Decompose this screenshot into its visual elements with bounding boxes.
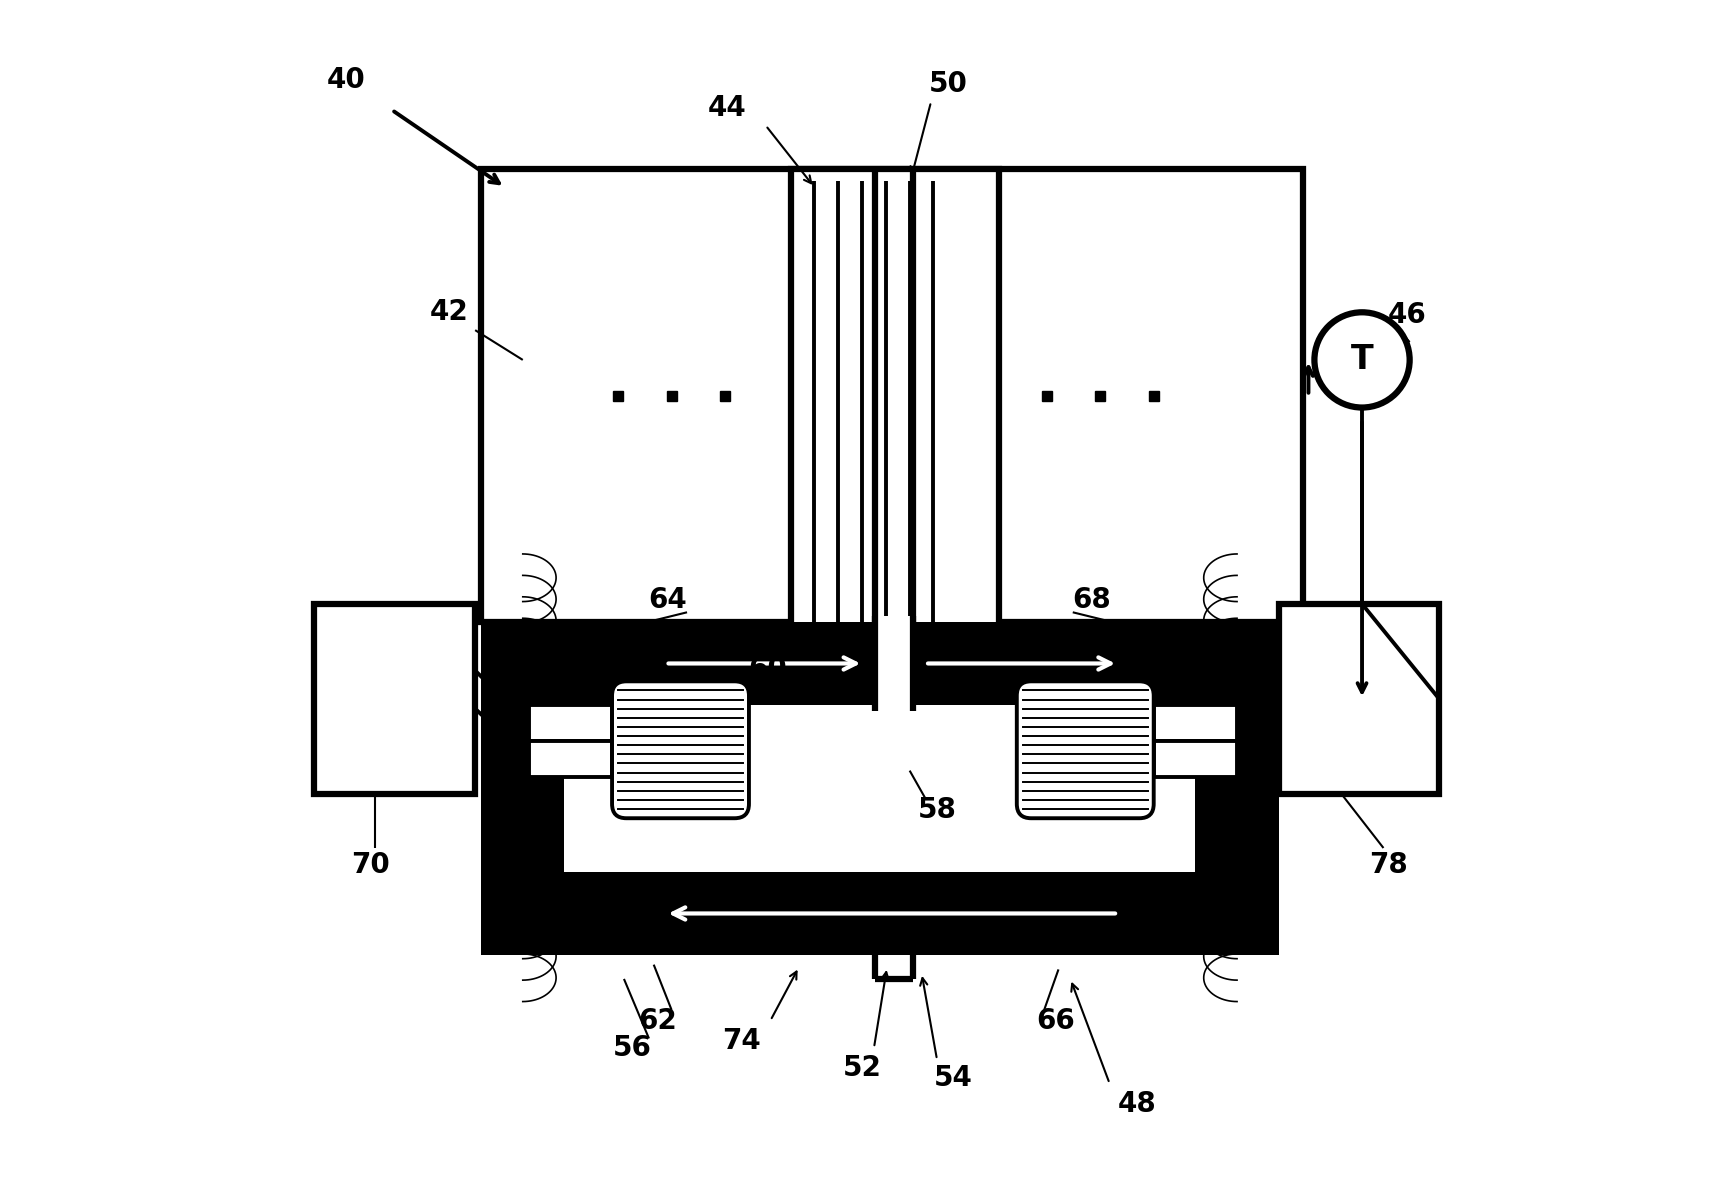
Text: T: T bbox=[1351, 343, 1373, 377]
Text: 50: 50 bbox=[929, 69, 967, 98]
Text: 52: 52 bbox=[842, 1054, 882, 1082]
Text: 56: 56 bbox=[613, 1035, 651, 1062]
Text: 78: 78 bbox=[1370, 850, 1408, 879]
FancyBboxPatch shape bbox=[790, 170, 998, 688]
Text: 46: 46 bbox=[1387, 300, 1427, 329]
FancyBboxPatch shape bbox=[481, 622, 564, 956]
FancyBboxPatch shape bbox=[564, 622, 1196, 706]
FancyBboxPatch shape bbox=[1196, 622, 1279, 956]
Text: 42: 42 bbox=[429, 298, 469, 327]
FancyBboxPatch shape bbox=[1279, 604, 1439, 794]
Text: 44: 44 bbox=[708, 93, 746, 122]
Text: 66: 66 bbox=[1036, 1007, 1076, 1035]
Text: 58: 58 bbox=[918, 795, 957, 824]
FancyBboxPatch shape bbox=[613, 682, 748, 818]
FancyBboxPatch shape bbox=[529, 706, 613, 740]
FancyBboxPatch shape bbox=[1017, 682, 1154, 818]
Text: 62: 62 bbox=[637, 1007, 677, 1035]
FancyBboxPatch shape bbox=[1154, 740, 1238, 776]
Text: 74: 74 bbox=[722, 1027, 760, 1055]
FancyBboxPatch shape bbox=[529, 740, 613, 776]
Circle shape bbox=[1314, 312, 1410, 408]
FancyBboxPatch shape bbox=[314, 604, 476, 794]
Text: 54: 54 bbox=[934, 1063, 974, 1092]
FancyBboxPatch shape bbox=[564, 872, 1196, 956]
Text: 64: 64 bbox=[649, 586, 687, 615]
FancyBboxPatch shape bbox=[564, 706, 1196, 872]
Text: 60: 60 bbox=[748, 655, 788, 683]
Text: 70: 70 bbox=[351, 850, 391, 879]
FancyBboxPatch shape bbox=[875, 616, 913, 712]
Text: 40: 40 bbox=[326, 66, 366, 94]
Text: 68: 68 bbox=[1073, 586, 1111, 615]
Text: 48: 48 bbox=[1118, 1090, 1156, 1118]
FancyBboxPatch shape bbox=[1154, 706, 1238, 740]
FancyBboxPatch shape bbox=[481, 170, 1302, 622]
